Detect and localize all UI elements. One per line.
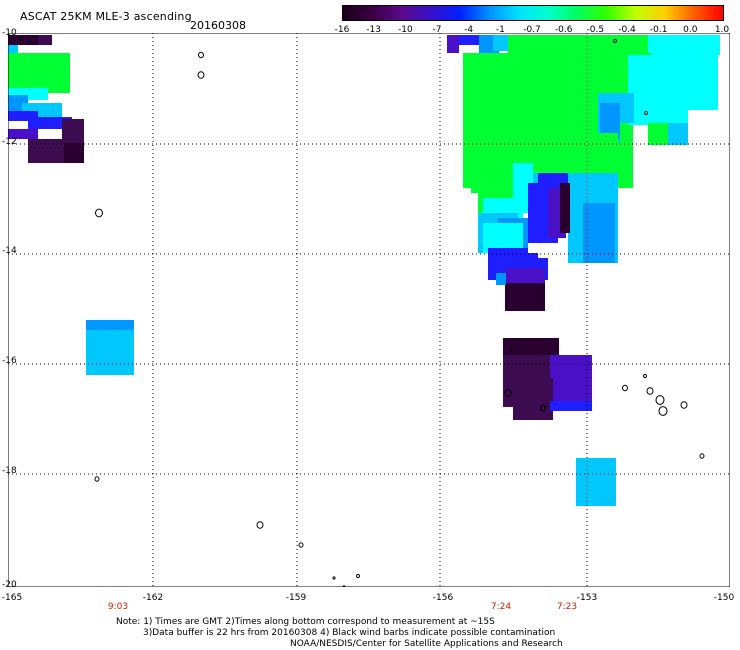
pass-time-2: 7:24 xyxy=(490,602,512,612)
wind-cells xyxy=(8,35,720,506)
wind-cell xyxy=(583,203,615,263)
island-outline xyxy=(509,348,515,354)
wind-cell xyxy=(505,283,545,311)
map-date: 20160308 xyxy=(190,19,246,32)
lat-label-12: -12 xyxy=(2,137,17,147)
colorbar-label: 0.0 xyxy=(683,25,698,35)
wind-cell xyxy=(600,103,620,139)
wind-cell xyxy=(560,183,570,233)
wind-cell xyxy=(28,117,72,129)
wind-cell xyxy=(64,143,84,163)
lat-label-14: -14 xyxy=(2,246,17,256)
wind-cell xyxy=(8,53,70,93)
wind-cell xyxy=(508,35,648,53)
lon-label-150: -150 xyxy=(713,593,735,603)
wind-cell xyxy=(505,268,545,283)
colorbar-label: -0.7 xyxy=(523,25,541,35)
wind-cell xyxy=(62,119,84,143)
island-outline xyxy=(332,576,336,580)
island-outline xyxy=(658,406,668,416)
lon-label-165: -165 xyxy=(1,593,23,603)
wind-cell xyxy=(496,273,506,285)
island-outline xyxy=(644,110,648,116)
island-outlines xyxy=(94,38,705,587)
lon-label-159: -159 xyxy=(285,593,307,603)
island-outline xyxy=(256,521,264,529)
lat-label-10: -10 xyxy=(2,28,17,38)
wind-cell xyxy=(86,330,134,375)
island-outline xyxy=(356,573,360,579)
colorbar-label: -4 xyxy=(464,25,474,35)
island-outline xyxy=(680,401,688,409)
footer-note-1: Note: 1) Times are GMT 2)Times along bot… xyxy=(116,617,495,627)
island-outline xyxy=(94,476,100,482)
pass-time-1: 9:03 xyxy=(107,602,129,612)
colorbar-label: -0.6 xyxy=(554,25,573,35)
colorbar-label: -7 xyxy=(432,25,442,35)
wind-cell xyxy=(8,45,18,57)
colorbar-label: -16 xyxy=(334,25,350,35)
colorbar xyxy=(342,5,724,21)
island-outline xyxy=(655,395,665,405)
wind-cell xyxy=(471,153,501,193)
map-title: ASCAT 25KM MLE-3 ascending xyxy=(20,10,192,23)
lon-label-153: -153 xyxy=(576,593,598,603)
wind-cell xyxy=(688,55,718,110)
wind-cell xyxy=(8,35,38,45)
colorbar-label: -0.5 xyxy=(586,25,605,35)
lat-lon-grid xyxy=(8,33,730,587)
wind-cell xyxy=(86,320,134,332)
island-outline xyxy=(298,542,304,548)
wind-cell xyxy=(550,401,592,411)
island-outline xyxy=(646,387,654,395)
lat-label-20: -20 xyxy=(2,580,17,590)
wind-cell xyxy=(503,338,559,358)
island-outline xyxy=(540,404,546,412)
colorbar-label: -1 xyxy=(495,25,505,35)
lat-label-16: -16 xyxy=(2,356,17,366)
island-outline xyxy=(613,38,617,44)
lon-label-156: -156 xyxy=(432,593,454,603)
wind-cell xyxy=(648,123,668,145)
footer-credit: NOAA/NESDIS/Center for Satellite Applica… xyxy=(290,639,563,649)
wind-cell xyxy=(459,35,489,45)
island-outline xyxy=(197,71,205,79)
colorbar-label: -0.4 xyxy=(618,25,636,35)
wind-cell xyxy=(8,129,38,139)
colorbar-label: -13 xyxy=(366,25,382,35)
colorbar-label: 1.0 xyxy=(714,25,730,35)
island-outline xyxy=(504,389,512,397)
island-outline xyxy=(198,51,204,59)
wind-cell xyxy=(648,35,720,55)
footer-note-2: 3)Data buffer is 22 hrs from 20160308 4)… xyxy=(143,628,556,638)
wind-cell xyxy=(668,123,688,145)
wind-cell xyxy=(620,93,634,123)
wind-cell xyxy=(447,35,459,53)
wind-cell xyxy=(8,111,38,121)
colorbar-label: -0.1 xyxy=(649,25,668,35)
pass-time-3: 7:23 xyxy=(556,602,578,612)
swath-map xyxy=(8,33,730,587)
wind-cell xyxy=(513,378,553,420)
lat-label-18: -18 xyxy=(2,466,17,476)
island-outline xyxy=(622,384,628,392)
wind-cell xyxy=(38,35,52,45)
island-outline xyxy=(699,453,705,459)
island-outline xyxy=(342,585,346,587)
lon-label-162: -162 xyxy=(142,593,164,603)
wind-cell xyxy=(628,55,688,125)
wind-cell xyxy=(576,458,616,506)
island-outline xyxy=(95,208,103,218)
island-outline xyxy=(643,373,647,379)
colorbar-label: -10 xyxy=(397,25,413,35)
